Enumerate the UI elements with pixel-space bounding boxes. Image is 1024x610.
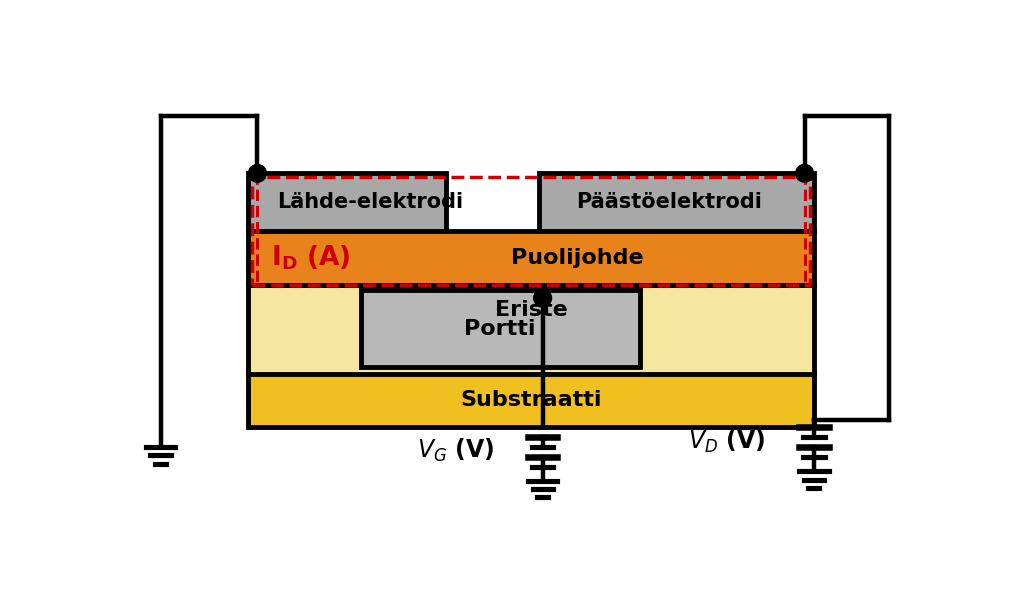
Text: Lähde-elektrodi: Lähde-elektrodi — [278, 192, 463, 212]
Text: Puolijohde: Puolijohde — [511, 248, 644, 268]
Bar — [248, 173, 445, 231]
Text: $V_D$ (V): $V_D$ (V) — [688, 428, 766, 455]
Circle shape — [796, 165, 813, 182]
Text: Substraatti: Substraatti — [460, 390, 602, 411]
Bar — [539, 173, 814, 231]
Text: $V_G$ (V): $V_G$ (V) — [417, 437, 495, 464]
Circle shape — [249, 165, 266, 182]
Text: Päästöelektrodi: Päästöelektrodi — [575, 192, 762, 212]
Bar — [248, 373, 814, 428]
Circle shape — [534, 289, 552, 307]
Bar — [360, 290, 640, 367]
Text: Portti: Portti — [464, 319, 536, 339]
Text: $\mathbf{I_D}$ (A): $\mathbf{I_D}$ (A) — [271, 244, 351, 272]
Text: Eriste: Eriste — [495, 300, 567, 320]
Bar — [252, 177, 810, 285]
Bar — [248, 231, 814, 285]
Bar — [248, 285, 814, 373]
